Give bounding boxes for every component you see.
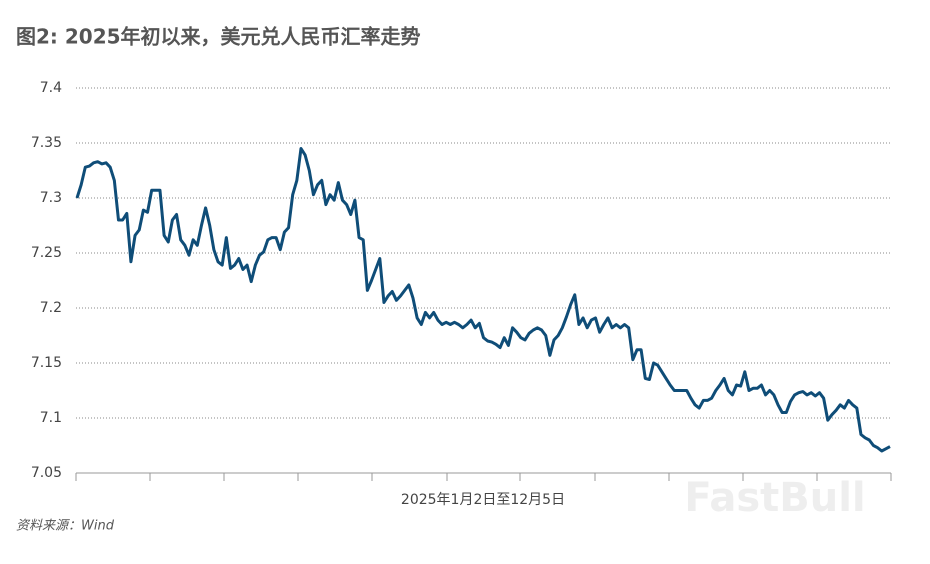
chart-title: 图2: 2025年初以来，美元兑人民币汇率走势	[16, 25, 421, 49]
watermark: FastBull	[684, 475, 865, 521]
y-tick-label: 7.3	[40, 190, 62, 206]
y-tick-label: 7.4	[40, 80, 62, 96]
source-note: 资料来源：Wind	[16, 519, 115, 534]
y-tick-label: 7.25	[31, 245, 62, 261]
y-tick-label: 7.35	[31, 135, 62, 151]
x-axis-ticks	[75, 473, 892, 481]
x-axis-label: 2025年1月2日至12月5日	[401, 492, 565, 508]
y-tick-label: 7.05	[31, 465, 62, 481]
line-series	[75, 147, 891, 453]
y-tick-label: 7.1	[40, 410, 62, 426]
y-tick-label: 7.2	[40, 300, 62, 316]
y-tick-label: 7.15	[31, 355, 62, 371]
